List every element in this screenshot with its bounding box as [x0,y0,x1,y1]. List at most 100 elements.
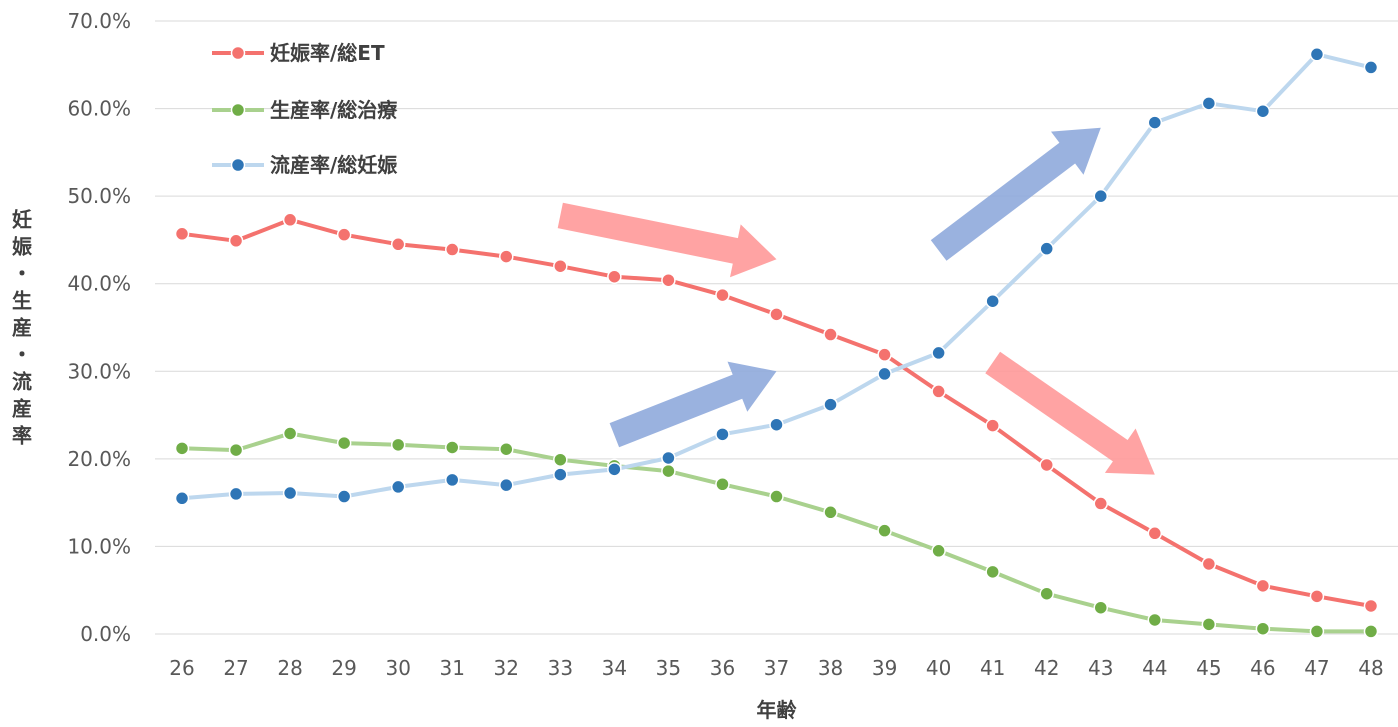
data-point [336,227,352,242]
data-point [1039,241,1054,256]
data-point [985,564,1000,580]
data-point [661,463,676,479]
data-point [931,384,946,399]
series-markers [174,212,1379,614]
data-point [769,417,784,432]
data-point [390,237,406,252]
x-tick-label: 40 [926,656,951,680]
data-point [1039,586,1054,601]
data-point [499,249,514,264]
x-tick-label: 36 [710,656,735,680]
x-tick-label: 31 [440,656,465,680]
data-point [1093,496,1109,511]
data-point [174,491,190,506]
data-point [661,450,676,466]
series-line [181,217,1372,608]
series-line [181,431,1371,634]
data-point [1201,96,1217,111]
legend-marker [230,102,246,118]
data-point [823,327,838,342]
data-point [877,347,892,362]
series-lines [174,47,1379,639]
y-tick-label: 50.0% [67,184,131,208]
x-tick-label: 35 [656,656,681,680]
x-tick-label: 44 [1142,656,1167,680]
x-tick-labels: 26 27 28 29 30 31 32 33 34 35 36 37 38 39 40 41 42 43 44 45… [169,656,1383,680]
series-markers [174,47,1379,506]
x-tick-label: 46 [1250,656,1275,680]
x-tick-label: 26 [169,656,194,680]
series [181,217,1372,608]
legend-marker [230,45,246,61]
x-tick-label: 37 [764,656,789,680]
data-point [174,441,190,456]
x-tick-label: 43 [1088,656,1113,680]
data-point [931,345,946,361]
data-point [661,272,676,288]
data-point [1201,617,1217,632]
data-point [282,485,298,501]
x-tick-label: 32 [494,656,519,680]
data-point [1363,60,1379,75]
legend-entry: 妊娠率/総ET [212,41,385,65]
data-point [715,287,730,303]
gridlines [155,20,1398,635]
data-point [985,418,1000,433]
data-point [607,269,622,284]
data-point [1363,598,1379,614]
trend-arrow [930,127,1101,261]
data-point [282,426,298,441]
x-tick-label: 34 [602,656,627,680]
data-point [769,307,784,322]
data-point [553,467,568,482]
y-tick-label: 60.0% [67,97,131,121]
data-point [444,472,460,488]
data-point [1093,600,1109,615]
y-axis-title: 妊娠・生産・流産率 [12,208,33,448]
legend-label: 妊娠率/総ET [270,41,385,65]
data-point [715,427,730,442]
data-point [336,489,352,504]
data-point [444,242,460,257]
data-point [553,452,568,467]
data-point [444,440,460,455]
legend-marker [230,157,246,173]
series [181,431,1371,634]
y-tick-label: 10.0% [67,534,131,558]
data-point [390,479,406,495]
data-point [499,441,514,457]
data-point [1309,624,1325,639]
axes: 0.0%10.0%20.0%30.0%40.0%50.0%60.0%70.0% … [12,9,1384,722]
x-tick-label: 48 [1358,656,1383,680]
data-point [282,212,298,228]
data-point [1255,103,1271,119]
data-point [985,293,1000,309]
legend-label: 流産率/総妊娠 [270,153,398,177]
x-tick-label: 29 [331,656,356,680]
data-point [228,442,244,458]
y-tick-label: 70.0% [67,9,131,33]
data-point [1201,556,1217,572]
data-point [1255,578,1271,594]
data-point [1309,47,1325,62]
trend-arrows [557,127,1155,475]
data-point [1147,526,1163,541]
data-point [877,366,892,382]
data-point [390,437,406,453]
data-point [823,505,838,520]
data-point [1147,115,1163,130]
data-point [1363,624,1379,639]
data-point [228,486,244,502]
data-point [715,477,730,492]
trend-arrow [609,361,777,448]
x-tick-label: 42 [1034,656,1059,680]
x-axis-title: 年齢 [757,698,798,722]
data-point [877,523,892,538]
data-point [1093,188,1109,204]
legend-label: 生産率/総治療 [270,98,397,122]
y-tick-label: 30.0% [67,359,131,383]
x-tick-label: 45 [1196,656,1221,680]
data-point [553,258,568,274]
data-point [607,462,622,477]
